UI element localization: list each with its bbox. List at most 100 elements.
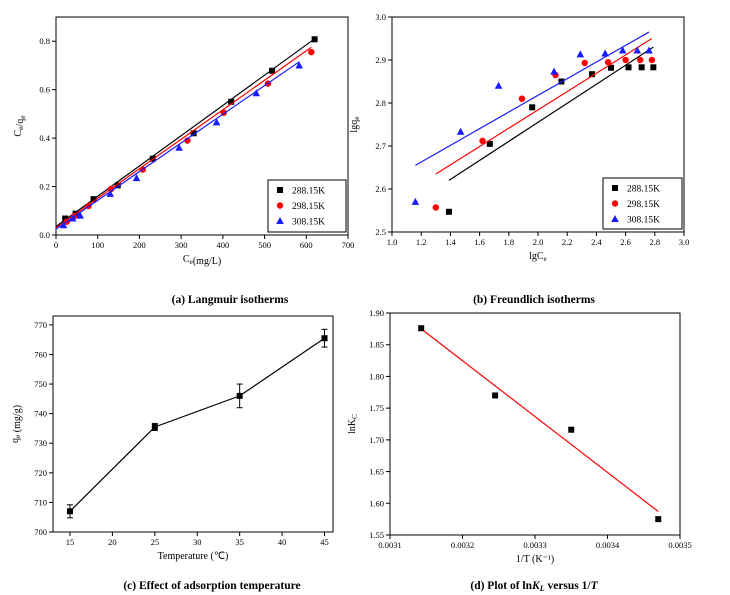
x-tick-label: 1.4 <box>445 237 456 247</box>
legend-label: 288.15K <box>292 187 325 197</box>
temperature-panel: 15 20 25 30 35 40 45 700 710 720 730 740 750 760 770 Te… <box>10 315 334 562</box>
fit-line <box>448 46 654 181</box>
y-tick-label: 1.70 <box>369 435 384 445</box>
series-s0 <box>66 328 328 519</box>
y-tick-label: 1.65 <box>369 467 384 477</box>
x-tick-label: 2.2 <box>562 237 573 247</box>
legend-marker <box>611 200 619 207</box>
x-axis-label: Temperature (℃) <box>158 551 229 562</box>
x-tick-label: 15 <box>66 537 75 547</box>
x-tick-label: 0.0031 <box>378 540 401 550</box>
data-point <box>295 61 303 69</box>
fit-line <box>435 37 653 175</box>
data-point <box>269 67 276 74</box>
legend-label: 308.15K <box>292 218 325 228</box>
y-tick-label: 3.0 <box>375 12 386 22</box>
x-tick-label: 0.0032 <box>451 540 474 550</box>
x-tick-label: 20 <box>108 537 117 547</box>
y-tick-label: 0.6 <box>39 85 50 95</box>
y-tick-label: 740 <box>34 409 47 419</box>
data-point <box>308 48 315 56</box>
data-point <box>581 59 588 67</box>
x-tick-label: 500 <box>258 240 271 250</box>
data-point <box>411 197 420 205</box>
caption-a: (a) Langmuir isotherms <box>172 294 289 306</box>
legend-marker <box>277 187 283 193</box>
series-s0 <box>418 325 662 523</box>
data-point <box>486 140 493 147</box>
legend-label: 298.15K <box>627 200 660 210</box>
fit-line <box>420 328 659 513</box>
data-point <box>212 118 221 126</box>
y-tick-label: 760 <box>34 349 47 359</box>
x-tick-label: 35 <box>235 537 244 547</box>
y-tick-label: 0.2 <box>39 182 50 192</box>
legend-marker <box>612 185 618 191</box>
data-point <box>529 104 536 111</box>
data-point <box>645 46 653 54</box>
x-tick-label: 400 <box>216 240 229 250</box>
series-308.15K <box>55 61 303 230</box>
data-point <box>228 98 235 105</box>
data-point <box>311 36 318 43</box>
plot-frame <box>52 315 334 533</box>
y-axis-label: lgqe <box>349 116 361 133</box>
y-tick-label: 2.9 <box>375 55 386 65</box>
data-point <box>76 211 84 219</box>
y-tick-label: 770 <box>34 320 47 330</box>
y-tick-label: 2.6 <box>375 184 386 194</box>
y-tick-label: 1.85 <box>369 340 384 350</box>
x-axis-label: Ce(mg/L) <box>183 254 221 267</box>
legend-label: 288.15K <box>627 185 660 195</box>
x-tick-label: 100 <box>91 240 104 250</box>
legend-label: 308.15K <box>627 216 660 226</box>
fit-line <box>415 31 650 166</box>
data-point <box>604 58 612 66</box>
x-axis-label: lgCe <box>529 251 547 263</box>
x-tick-label: 30 <box>193 537 202 547</box>
x-tick-label: 1.2 <box>416 237 427 247</box>
x-tick-label: 45 <box>320 537 329 547</box>
series-308.15K <box>411 31 653 205</box>
data-point <box>518 95 526 102</box>
data-point <box>151 423 158 430</box>
y-tick-label: 1.75 <box>369 403 384 413</box>
x-tick-label: 2.6 <box>620 237 631 247</box>
y-axis-label: lnKC <box>347 414 359 434</box>
legend: 288.15K 298.15K 308.15K <box>267 179 347 233</box>
data-point <box>184 137 191 144</box>
data-point <box>114 182 121 189</box>
x-tick-label: 0.0035 <box>668 540 691 550</box>
data-point <box>576 50 585 58</box>
legend-marker <box>611 215 619 222</box>
x-tick-label: 2.4 <box>591 237 602 247</box>
x-tick-label: 2.8 <box>649 237 660 247</box>
legend-marker <box>276 217 284 224</box>
caption-b: (b) Freundlich isotherms <box>473 294 595 306</box>
y-tick-label: 0.0 <box>39 230 50 240</box>
data-point <box>479 137 486 145</box>
y-tick-label: 730 <box>34 438 47 448</box>
data-point <box>90 196 97 203</box>
x-tick-label: 0.0034 <box>596 540 620 550</box>
data-point <box>618 46 627 54</box>
x-tick-label: 700 <box>342 240 355 250</box>
legend-label: 298.15K <box>292 202 325 212</box>
data-point <box>190 130 197 137</box>
plot-frame <box>55 16 349 236</box>
x-tick-label: 600 <box>300 240 313 250</box>
x-tick-label: 1.6 <box>474 237 485 247</box>
data-point <box>106 189 115 197</box>
x-tick-label: 300 <box>175 240 188 250</box>
data-point <box>601 49 609 57</box>
freundlich-panel: 1.0 1.2 1.4 1.6 1.8 2.0 2.2 2.4 2.6 2.8 3.0 2.5 2.6 2… <box>349 12 689 263</box>
y-tick-label: 700 <box>34 527 47 537</box>
y-tick-label: 0.4 <box>39 133 50 143</box>
data-point <box>638 64 645 71</box>
data-point <box>252 89 261 97</box>
data-point <box>622 56 629 64</box>
x-tick-label: 0.0033 <box>523 540 546 550</box>
lnk-panel: 0.0031 0.0032 0.0033 0.0034 0.0035 1.55 1.60 1.… <box>347 308 692 565</box>
data-point <box>432 204 439 211</box>
